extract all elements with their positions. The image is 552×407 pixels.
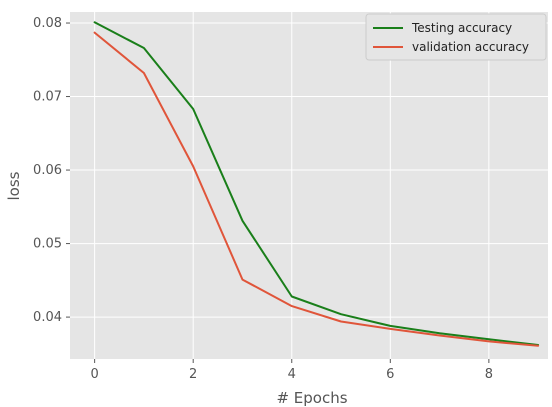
x-axis-label: # Epochs — [276, 389, 347, 407]
y-tick-label: 0.06 — [33, 163, 62, 178]
y-tick-label: 0.07 — [33, 90, 62, 105]
y-axis-label: loss — [5, 171, 23, 200]
y-tick-label: 0.04 — [33, 310, 62, 325]
x-tick-label: 2 — [189, 367, 197, 382]
x-tick-label: 4 — [288, 367, 296, 382]
x-tick-label: 6 — [386, 367, 394, 382]
series-lines — [93, 21, 540, 347]
x-tick-label: 8 — [485, 367, 493, 382]
y-tick-label: 0.05 — [33, 237, 62, 252]
plot-area — [70, 12, 548, 359]
y-tick-label: 0.08 — [33, 16, 62, 31]
legend-label-testing: Testing accuracy — [411, 21, 512, 35]
legend-box — [365, 13, 547, 61]
series-line-testing — [93, 21, 540, 346]
x-tick-label: 0 — [90, 367, 98, 382]
legend: Testing accuracy validation accuracy — [365, 13, 547, 61]
legend-label-validation: validation accuracy — [412, 40, 529, 54]
series-line-validation — [93, 31, 540, 347]
axis-ticks: 0 2 4 6 8 0.04 0.05 0.06 0.07 0.08 — [33, 16, 493, 382]
